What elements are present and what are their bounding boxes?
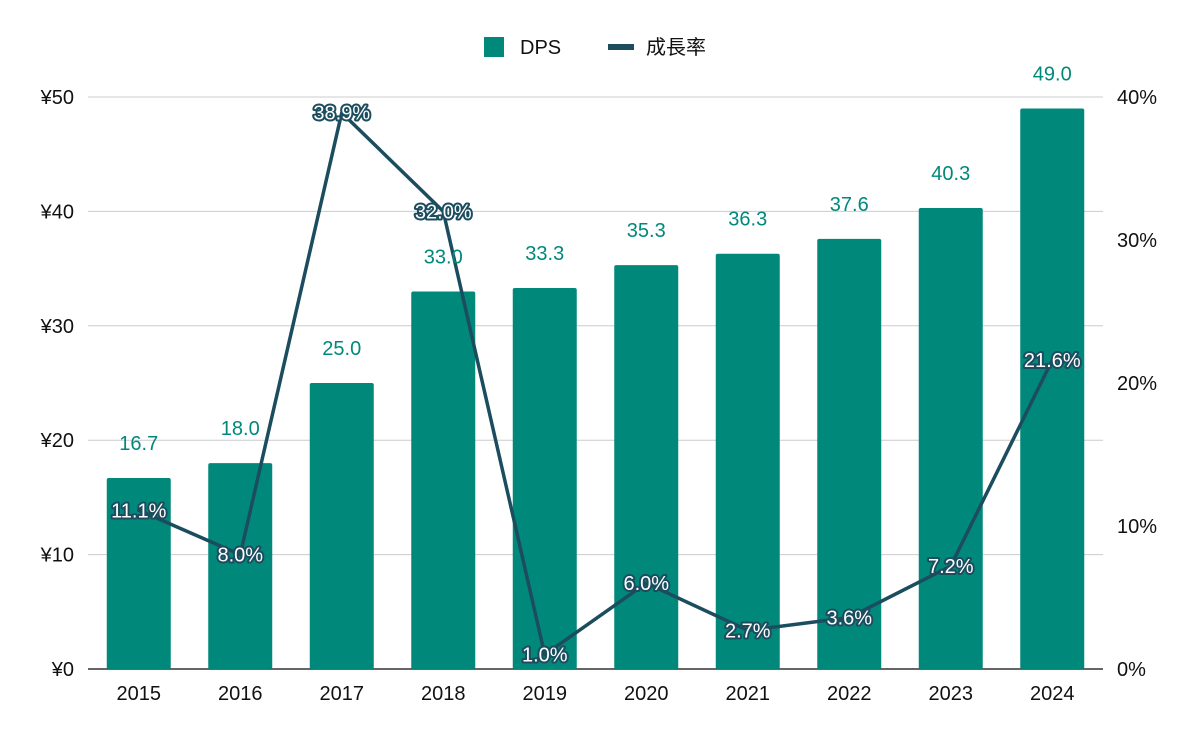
y-right-tick-label: 20% — [1117, 373, 1157, 395]
bar-2015 — [106, 477, 171, 669]
y-right-tick-label: 30% — [1117, 230, 1157, 252]
bar-2020 — [614, 265, 679, 669]
y-left-tick-label: ¥30 — [40, 316, 74, 338]
growth-value-label: 2.7% — [725, 620, 771, 642]
growth-line — [137, 110, 1054, 657]
bar-value-label: 35.3 — [627, 220, 666, 242]
bar-value-label: 49.0 — [1033, 63, 1072, 85]
growth-value-label: 11.1% — [111, 500, 166, 522]
bar-2021 — [715, 253, 780, 669]
x-tick-label: 2017 — [320, 683, 365, 705]
x-tick-label: 2020 — [624, 683, 669, 705]
growth-value-label: 6.0% — [623, 573, 669, 595]
x-tick-label: 2023 — [929, 683, 974, 705]
line-labels: 11.1% 8.0% 38.9% 32.0% 1.0% 6.0% 2.7% 3.6% 7.2% 2… — [109, 101, 1083, 669]
legend-label-line: 成長率 — [646, 36, 706, 59]
y-left-tick-label: ¥10 — [40, 545, 74, 567]
growth-value-label: 21.6% — [1024, 350, 1081, 372]
y-right-tick-label: 10% — [1117, 516, 1157, 538]
y-right-tick-label: 40% — [1117, 87, 1157, 109]
bar-value-label: 16.7 — [119, 433, 158, 455]
bar-value-label: 36.3 — [728, 209, 767, 231]
x-tick-label: 2016 — [218, 683, 263, 705]
bar-2019 — [512, 288, 577, 669]
x-tick-label: 2021 — [726, 683, 771, 705]
y-left-tick-label: ¥20 — [40, 430, 74, 452]
y-left-tick-label: ¥40 — [40, 201, 74, 223]
legend: DPS 成長率 — [484, 36, 706, 59]
bar-value-label: 40.3 — [931, 163, 970, 185]
bar-value-label: 33.0 — [424, 246, 463, 268]
x-tick-label: 2015 — [117, 683, 162, 705]
bar-2022 — [817, 238, 882, 669]
legend-label-bar: DPS — [520, 37, 561, 59]
bar-value-label: 37.6 — [830, 194, 869, 216]
bar-labels: 16.7 18.0 25.0 33.0 33.3 35.3 36.3 37.6 40.3 49.0 — [119, 63, 1071, 455]
bar-2024 — [1020, 108, 1085, 669]
axes: ¥0 ¥10 ¥20 ¥30 ¥40 ¥50 0% 10% 20% 30% 40% 2015 2016 2… — [40, 87, 1158, 705]
x-tick-label: 2024 — [1030, 683, 1075, 705]
growth-line-path — [137, 110, 1054, 657]
x-tick-label: 2019 — [523, 683, 568, 705]
bars — [106, 108, 1085, 669]
bar-value-label: 18.0 — [221, 418, 260, 440]
bar-2018 — [411, 291, 476, 669]
y-right-tick-label: 0% — [1117, 659, 1146, 681]
growth-value-label: 38.9% — [313, 103, 370, 125]
bar-2016 — [208, 463, 273, 669]
growth-value-label: 8.0% — [217, 545, 263, 567]
growth-value-label: 7.2% — [928, 556, 974, 578]
bar-2023 — [918, 207, 983, 669]
y-left-tick-label: ¥50 — [40, 87, 74, 109]
legend-swatch-bar — [484, 37, 504, 57]
x-tick-label: 2022 — [827, 683, 872, 705]
bar-value-label: 33.3 — [525, 243, 564, 265]
bar-2017 — [309, 383, 374, 669]
y-left-tick-label: ¥0 — [51, 659, 74, 681]
growth-value-label: 32.0% — [415, 201, 472, 223]
legend-swatch-line — [608, 44, 634, 50]
growth-value-label: 1.0% — [522, 645, 568, 667]
growth-value-label: 3.6% — [826, 608, 872, 630]
bar-value-label: 25.0 — [322, 338, 361, 360]
x-tick-label: 2018 — [421, 683, 466, 705]
